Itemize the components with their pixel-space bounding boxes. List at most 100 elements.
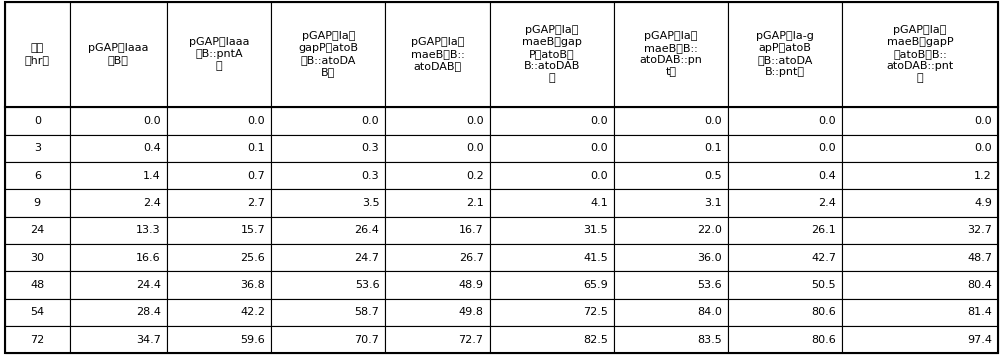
Text: 49.8: 49.8 xyxy=(459,307,484,317)
Text: 84.0: 84.0 xyxy=(697,307,722,317)
Bar xyxy=(271,271,385,299)
Text: 0.0: 0.0 xyxy=(818,116,836,126)
Text: 53.6: 53.6 xyxy=(697,280,722,290)
Bar xyxy=(70,2,167,107)
Text: 26.4: 26.4 xyxy=(354,225,379,235)
Text: 13.3: 13.3 xyxy=(136,225,161,235)
Text: 26.1: 26.1 xyxy=(811,225,836,235)
Text: pGAP－Iaaa
／B株: pGAP－Iaaa ／B株 xyxy=(88,44,148,65)
Bar xyxy=(490,189,614,217)
Text: 25.6: 25.6 xyxy=(240,252,265,263)
Bar xyxy=(728,162,842,189)
Text: 0.1: 0.1 xyxy=(247,143,265,153)
Text: pGAP－Ia－
gapP－atoB
／B::atoDA
B株: pGAP－Ia－ gapP－atoB ／B::atoDA B株 xyxy=(298,32,358,77)
Text: 0.0: 0.0 xyxy=(590,170,608,181)
Bar xyxy=(167,244,271,271)
Text: 0.0: 0.0 xyxy=(466,143,484,153)
Text: 0.0: 0.0 xyxy=(247,116,265,126)
Bar xyxy=(167,189,271,217)
Text: 0.0: 0.0 xyxy=(818,143,836,153)
Bar xyxy=(5,244,70,271)
Text: 54: 54 xyxy=(30,307,44,317)
Bar xyxy=(271,162,385,189)
Text: 0.0: 0.0 xyxy=(362,116,379,126)
Text: 3: 3 xyxy=(34,143,41,153)
Bar xyxy=(385,2,490,107)
Bar xyxy=(614,189,728,217)
Bar xyxy=(728,107,842,135)
Text: 42.2: 42.2 xyxy=(240,307,265,317)
Text: 72.5: 72.5 xyxy=(583,307,608,317)
Bar xyxy=(614,271,728,299)
Bar xyxy=(490,271,614,299)
Text: 4.9: 4.9 xyxy=(974,198,992,208)
Text: 32.7: 32.7 xyxy=(967,225,992,235)
Text: pGAP－Ia－
maeB／B::
atoDAB株: pGAP－Ia－ maeB／B:: atoDAB株 xyxy=(411,38,464,71)
Text: 80.4: 80.4 xyxy=(967,280,992,290)
Bar xyxy=(614,244,728,271)
Text: 0.0: 0.0 xyxy=(590,116,608,126)
Bar xyxy=(490,162,614,189)
Bar xyxy=(385,135,490,162)
Bar xyxy=(842,326,998,353)
Text: 4.1: 4.1 xyxy=(590,198,608,208)
Bar xyxy=(70,244,167,271)
Text: 36.8: 36.8 xyxy=(240,280,265,290)
Text: 0.0: 0.0 xyxy=(143,116,161,126)
Bar xyxy=(167,135,271,162)
Bar xyxy=(271,299,385,326)
Bar xyxy=(70,326,167,353)
Bar xyxy=(70,189,167,217)
Text: 36.0: 36.0 xyxy=(697,252,722,263)
Bar xyxy=(842,189,998,217)
Text: 0.3: 0.3 xyxy=(362,170,379,181)
Bar xyxy=(5,217,70,244)
Text: 72.7: 72.7 xyxy=(459,334,484,345)
Bar xyxy=(490,107,614,135)
Text: 0.7: 0.7 xyxy=(247,170,265,181)
Text: 65.9: 65.9 xyxy=(583,280,608,290)
Bar xyxy=(5,326,70,353)
Bar xyxy=(5,189,70,217)
Bar xyxy=(70,299,167,326)
Bar xyxy=(842,244,998,271)
Text: 24: 24 xyxy=(30,225,44,235)
Text: 82.5: 82.5 xyxy=(583,334,608,345)
Bar xyxy=(842,162,998,189)
Text: 34.7: 34.7 xyxy=(136,334,161,345)
Text: 0.2: 0.2 xyxy=(466,170,484,181)
Bar xyxy=(490,299,614,326)
Bar xyxy=(728,189,842,217)
Text: 58.7: 58.7 xyxy=(354,307,379,317)
Text: pGAP－Ia-g
apP－atoB
／B::atoDA
B::pnt株: pGAP－Ia-g apP－atoB ／B::atoDA B::pnt株 xyxy=(756,32,814,77)
Text: 3.1: 3.1 xyxy=(704,198,722,208)
Bar xyxy=(728,299,842,326)
Text: 0.0: 0.0 xyxy=(974,116,992,126)
Bar xyxy=(271,2,385,107)
Bar xyxy=(490,2,614,107)
Text: 81.4: 81.4 xyxy=(967,307,992,317)
Bar xyxy=(5,299,70,326)
Text: 2.4: 2.4 xyxy=(818,198,836,208)
Bar xyxy=(728,135,842,162)
Bar xyxy=(614,299,728,326)
Bar xyxy=(614,107,728,135)
Bar xyxy=(842,2,998,107)
Text: 0.3: 0.3 xyxy=(362,143,379,153)
Bar xyxy=(385,189,490,217)
Text: 30: 30 xyxy=(30,252,44,263)
Bar xyxy=(614,162,728,189)
Bar xyxy=(385,107,490,135)
Text: 48.7: 48.7 xyxy=(967,252,992,263)
Bar xyxy=(70,135,167,162)
Text: 50.5: 50.5 xyxy=(811,280,836,290)
Text: 3.5: 3.5 xyxy=(362,198,379,208)
Text: 72: 72 xyxy=(30,334,44,345)
Text: 42.7: 42.7 xyxy=(811,252,836,263)
Text: 16.7: 16.7 xyxy=(459,225,484,235)
Bar xyxy=(5,107,70,135)
Bar xyxy=(842,299,998,326)
Bar xyxy=(490,135,614,162)
Text: pGAP－Ia－
maeB－gap
P－atoB／
B::atoDAB
株: pGAP－Ia－ maeB－gap P－atoB／ B::atoDAB 株 xyxy=(522,26,582,83)
Bar xyxy=(271,244,385,271)
